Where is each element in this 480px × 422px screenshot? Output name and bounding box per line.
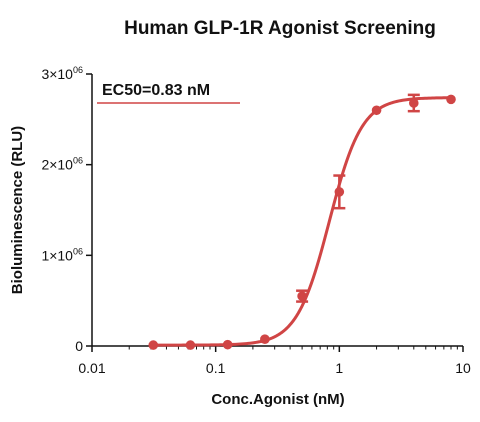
chart-title: Human GLP-1R Agonist Screening <box>124 18 436 39</box>
data-point <box>334 187 345 197</box>
y-axis-label: Bioluminescence (RLU) <box>9 126 26 294</box>
y-tick-label: 3×1006 <box>41 65 83 82</box>
fit-curve <box>153 96 452 347</box>
data-points-layer <box>148 93 456 350</box>
x-tick-label: 0.1 <box>206 360 226 376</box>
data-point <box>446 94 456 105</box>
data-point <box>148 340 159 350</box>
x-tick-label: 0.01 <box>78 360 105 376</box>
ec50-annotation: EC50=0.83 nM <box>102 82 210 99</box>
x-tick-label: 10 <box>455 360 471 376</box>
data-point <box>222 339 233 350</box>
x-tick-label: 1 <box>335 360 343 376</box>
axes: 0 1×1006 2×1006 3×1006 0.01 0.1 1 10 <box>41 65 471 376</box>
data-point <box>371 105 382 116</box>
x-axis-label: Conc.Agonist (nM) <box>211 391 344 408</box>
data-point <box>297 291 307 301</box>
fit-curve-layer <box>153 96 452 347</box>
y-tick-label: 2×1006 <box>41 156 83 173</box>
data-point <box>408 98 419 108</box>
y-tick-label: 1×1006 <box>41 246 83 263</box>
y-tick-label: 0 <box>75 338 83 354</box>
data-point <box>260 334 270 345</box>
data-point <box>185 340 196 350</box>
